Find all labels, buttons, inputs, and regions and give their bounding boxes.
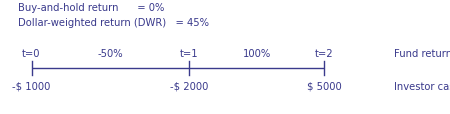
Text: $ 1000: $ 1000 — [14, 113, 49, 114]
Text: Investor cash flows: Investor cash flows — [394, 81, 450, 91]
Text: t=2: t=2 — [315, 48, 333, 58]
Text: Fund returns: Fund returns — [394, 48, 450, 58]
Text: -$ 2000: -$ 2000 — [170, 81, 208, 91]
Text: t=1: t=1 — [180, 48, 198, 58]
Text: $ 5000: $ 5000 — [306, 81, 342, 91]
Text: -$ 1000: -$ 1000 — [12, 81, 51, 91]
Text: Dollar-weighted return (DWR)   = 45%: Dollar-weighted return (DWR) = 45% — [18, 18, 209, 28]
Text: Ending market values: Ending market values — [394, 113, 450, 114]
Text: $ 5000: $ 5000 — [306, 113, 342, 114]
Text: Buy-and-hold return      = 0%: Buy-and-hold return = 0% — [18, 3, 164, 13]
Text: -50%: -50% — [98, 48, 123, 58]
Text: $ 2500: $ 2500 — [171, 113, 207, 114]
Text: t=0: t=0 — [22, 48, 41, 58]
Text: 100%: 100% — [243, 48, 270, 58]
